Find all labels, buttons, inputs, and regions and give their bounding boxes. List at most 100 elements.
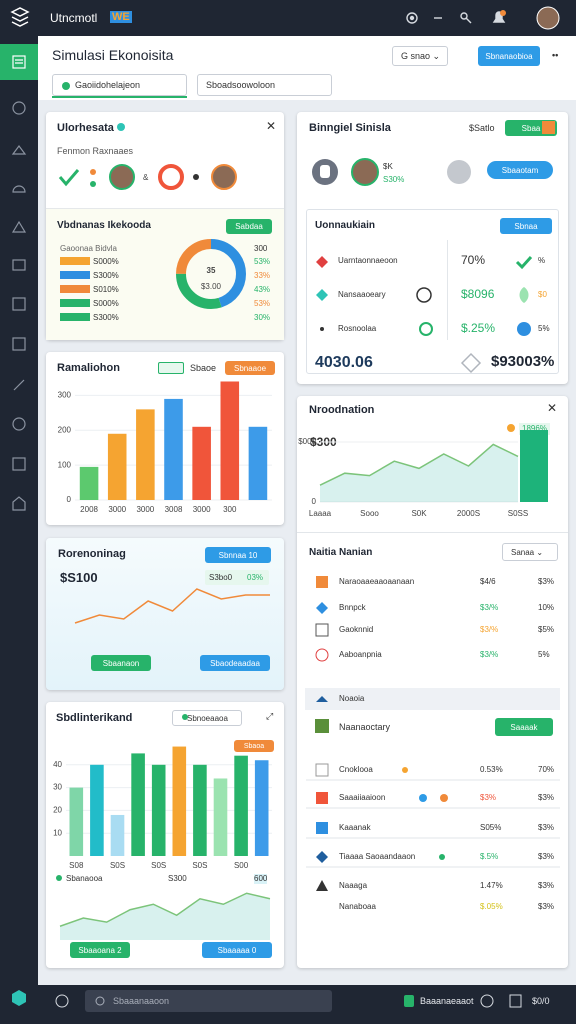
select[interactable]: Sanaa ⌄ [502, 543, 558, 561]
button[interactable]: Sbaaotam [487, 161, 553, 179]
row-label: Saaaiiaaioon [339, 793, 386, 802]
row-value: 70% [461, 253, 486, 267]
badge: 1896% [519, 423, 550, 435]
row-label: S010% [93, 285, 119, 294]
status: Baaanaeaaot [420, 996, 474, 1006]
button[interactable]: Sbnaaoe [225, 361, 275, 375]
stat: $K [383, 162, 393, 171]
chip[interactable]: Sbnnaa 10 [205, 547, 271, 563]
row-label: Kaaanak [339, 823, 371, 832]
row-value: $4/6 [480, 577, 496, 586]
expand[interactable]: ⤢ [266, 711, 274, 721]
brand: Utncmotl [50, 11, 98, 25]
total: 4030.06 [315, 354, 373, 371]
row-label: Tiaaaa Saoaandaaon [339, 852, 416, 861]
row-value: 10% [538, 603, 555, 612]
button[interactable]: Sbaa [505, 120, 557, 136]
button[interactable]: Sabdaa [226, 219, 272, 234]
row-label: Naaaga [339, 881, 368, 890]
filter[interactable]: Sboadsoowoloon [197, 74, 332, 96]
sidebar-active[interactable] [0, 44, 38, 80]
close[interactable]: ✕ [266, 119, 277, 133]
tag[interactable]: Sbaoa [234, 740, 274, 752]
row-value: $5% [538, 625, 555, 634]
section: Noaoia [305, 688, 560, 710]
value: $Satlo [469, 123, 495, 133]
divider [447, 240, 448, 340]
row-label: S000% [93, 299, 119, 308]
row-label: Rosnoolaa [338, 324, 377, 333]
featured-label: Naanaoctary [339, 722, 391, 732]
row-value: $3% [538, 823, 555, 832]
card-title: Ramaliohon [57, 362, 120, 374]
button[interactable]: Sbaaaaa 0 [202, 942, 272, 958]
sidebar [0, 36, 38, 985]
row-value: $3% [538, 577, 555, 586]
total: $93003% [491, 353, 555, 370]
button[interactable]: Sbaanaon [91, 655, 151, 671]
button[interactable]: Sbaaoana 2 [70, 942, 130, 958]
inner-card: Uonnaukiain Sbnaa 4030.06 $93003% [306, 209, 559, 374]
card-title: Sbdlinterikand [56, 712, 133, 724]
legend-name: Sbanaooa [66, 874, 103, 883]
filter-text: Sboadsoowoloon [206, 80, 276, 90]
divider [297, 532, 568, 533]
button[interactable]: Saaaak [495, 718, 553, 736]
card-title: Ulorhesata [57, 122, 114, 134]
row-value: $3% [538, 881, 555, 890]
row-label: Nansaaoeary [338, 290, 386, 299]
row-value: $.05% [480, 902, 503, 911]
chip[interactable]: Sbnoeaaoa [172, 710, 242, 726]
chip-text: Sbnoeaaoa [187, 713, 228, 723]
search[interactable]: Sbaaanaaoon [85, 990, 332, 1012]
card: Ulorhesata ✕ Fenmon Raxnaaes Vbdnanas Ik… [46, 112, 284, 340]
inner-title: Vbdnanas Ikekooda [57, 220, 151, 231]
badge-value: 03% [247, 573, 264, 582]
legend-head-value: 300 [254, 244, 268, 253]
row-value: $8096 [461, 287, 495, 301]
chip[interactable] [158, 362, 184, 374]
row-value: 53% [254, 257, 271, 266]
row-value: $3% [538, 852, 555, 861]
button[interactable]: Sbaodeaadaa [200, 655, 270, 671]
row-value: 1.47% [480, 881, 503, 890]
legend-head: Gaoonaa Bidvla [60, 244, 117, 253]
row-label: Cnoklooa [339, 765, 373, 774]
chip-text: Sbaoe [190, 363, 217, 373]
select-text: Sanaa [511, 547, 535, 557]
row-value: 53% [254, 299, 271, 308]
inner-card: Vbdnanas Ikekooda Sabdaa Gaoonaa Bidvla … [46, 208, 284, 340]
legend-value: S300 [168, 874, 187, 883]
button[interactable]: Sbnaa [500, 218, 552, 234]
card: Sbdlinterikand Sbnoeaaoa ⤢ Sbaoa Sbanaoo… [46, 702, 284, 968]
row-value: 33% [254, 271, 271, 280]
row-label: S300% [93, 313, 119, 322]
legend-value: 600 [254, 874, 268, 884]
card-title: Rorenoninag [58, 548, 126, 560]
select[interactable]: G snao ⌄ [392, 46, 448, 66]
row-value: $3/% [480, 650, 499, 659]
header-button[interactable]: Sbnanaobioa [478, 46, 540, 66]
more[interactable]: •• [552, 50, 559, 60]
card: Nroodnation ✕ $300 1896% Naitia Nanian S… [297, 396, 568, 968]
close[interactable]: ✕ [547, 401, 558, 415]
count: $0/0 [532, 996, 550, 1006]
row-value: $.5% [480, 852, 499, 861]
list-title: Naitia Nanian [309, 547, 373, 558]
row-label: Naraoaaeaaoaanaan [339, 577, 415, 586]
row-value: 5% [538, 650, 550, 659]
filter[interactable]: Gaoiidohelajeon [52, 74, 187, 96]
filter-text: Gaoiidohelajeon [75, 80, 141, 90]
row-label: S000% [93, 257, 119, 266]
card: Ramaliohon Sbaoe Sbnaaoe [46, 352, 284, 525]
row-value: $3% [480, 793, 497, 802]
badge-text: S3bo0 [209, 573, 233, 582]
row-value: $.25% [461, 321, 496, 335]
row-value: 0.53% [480, 765, 503, 774]
top-bar: Utncmotl WE [0, 0, 576, 36]
card: Rorenoninag Sbnnaa 10 $S100 S3bo0 03% Sb… [46, 538, 284, 690]
filter-underline [52, 96, 187, 98]
card-title: Nroodnation [309, 404, 375, 416]
row-value: $3/% [480, 625, 499, 634]
header: Simulasi Ekonoisita G snao ⌄ Sbnanaobioa… [38, 36, 576, 100]
